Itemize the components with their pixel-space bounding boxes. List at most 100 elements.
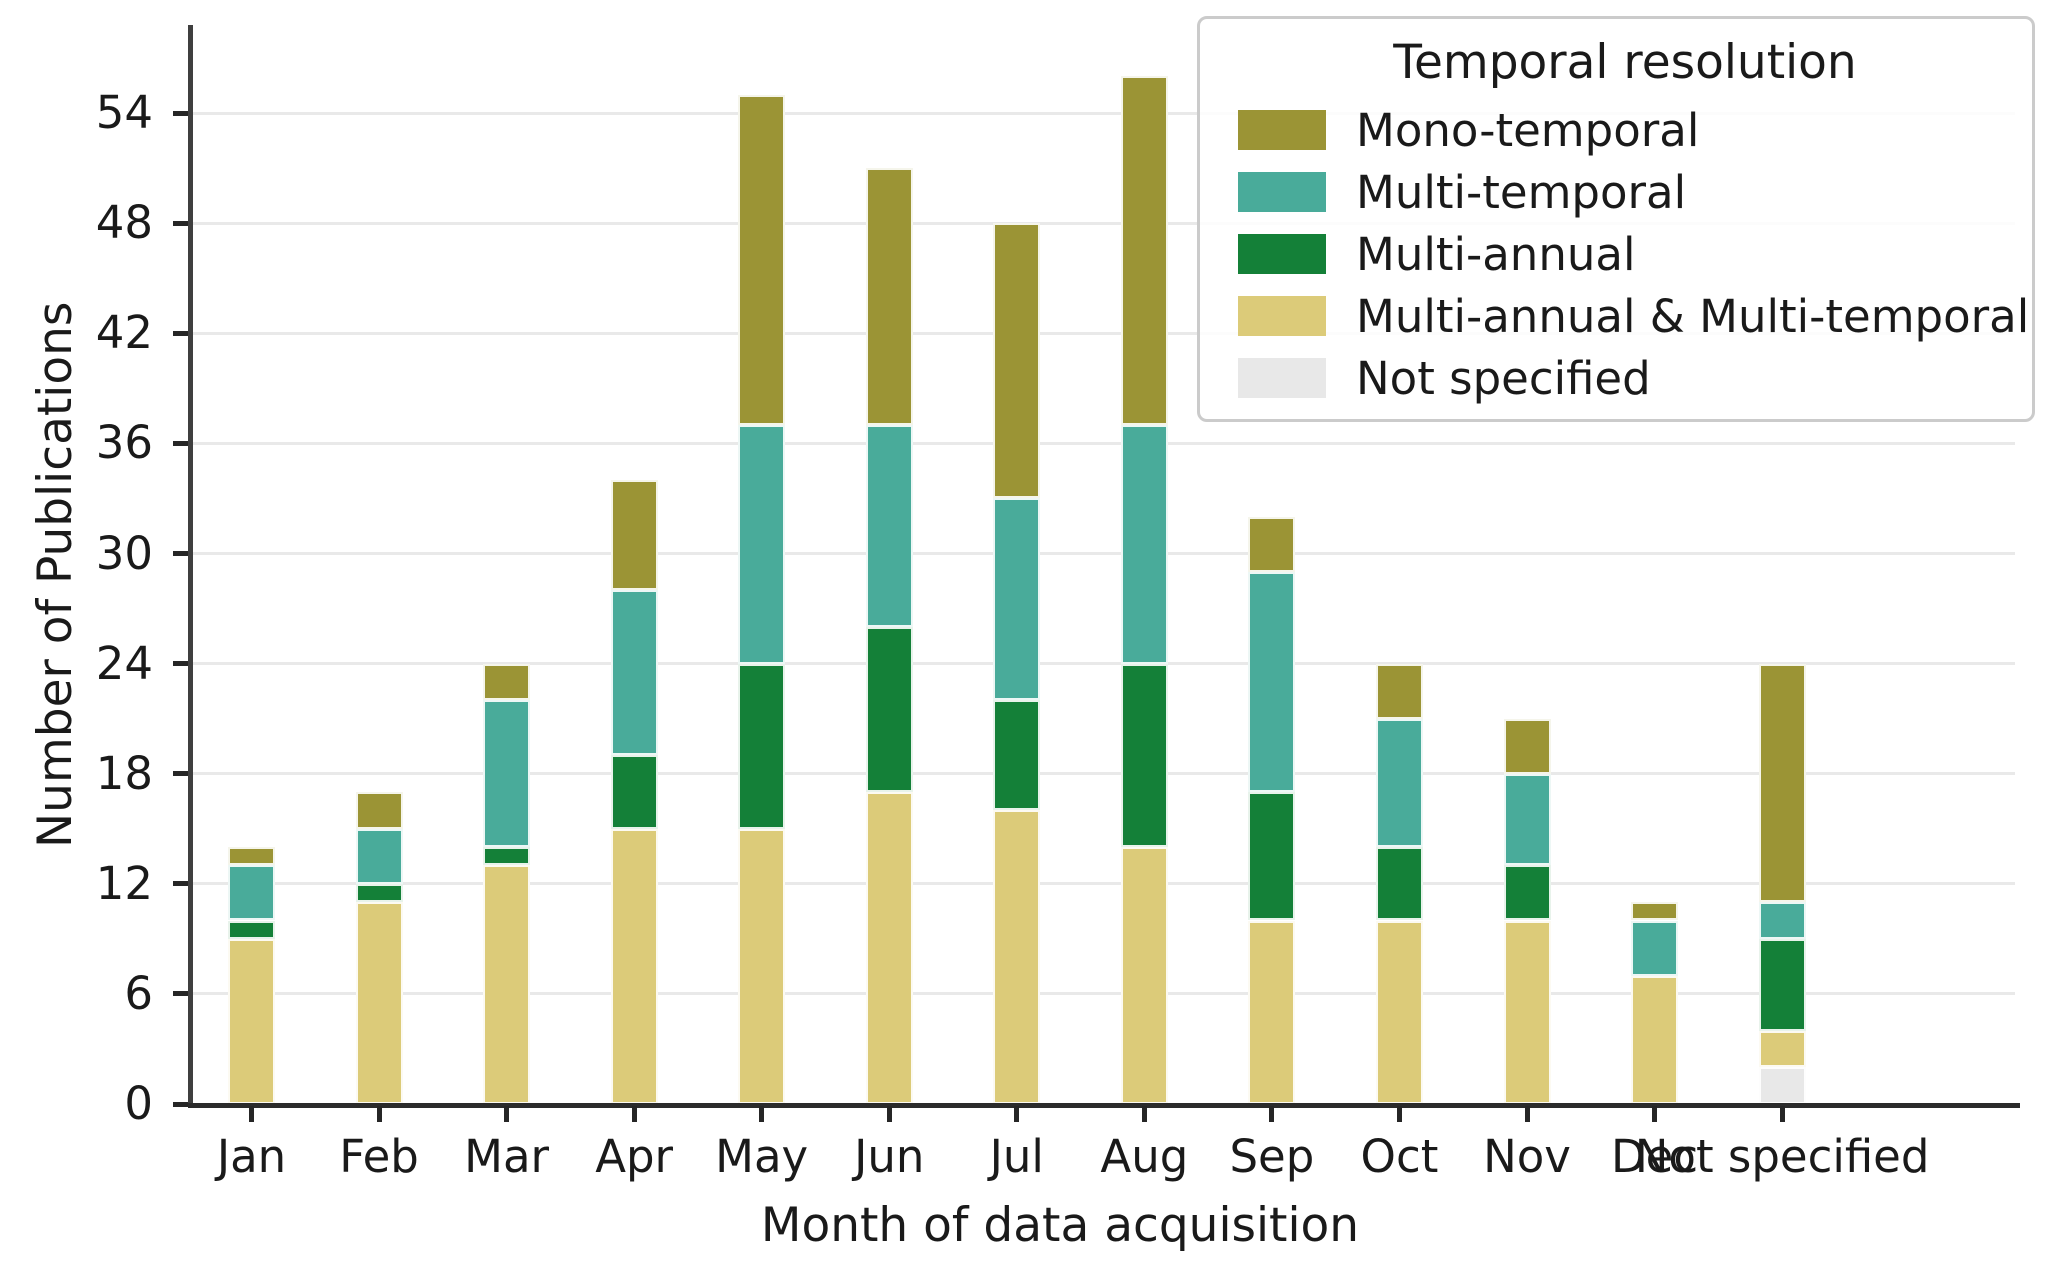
bar-segment-mono-temporal xyxy=(1248,516,1296,572)
y-tick-mark xyxy=(173,881,188,887)
gridline-y-12 xyxy=(190,882,2015,886)
bar-segment-mono-temporal xyxy=(1503,718,1551,774)
bar-segment-multi-temporal xyxy=(1375,718,1423,848)
y-tick-label: 0 xyxy=(124,1077,153,1130)
bar-segment-multi-temporal xyxy=(610,590,658,756)
bar-segment-not-specified xyxy=(1758,1067,1806,1104)
gridline-y-30 xyxy=(190,552,2015,555)
legend-swatch-mono-temporal xyxy=(1238,110,1326,150)
gridline-y-18 xyxy=(190,772,2015,776)
y-tick-label: 6 xyxy=(124,966,153,1020)
bar-segment-multi-annual-multi-temporal xyxy=(1503,920,1551,1104)
x-tick-mark xyxy=(1652,1106,1658,1122)
x-tick-label-may: May xyxy=(715,1130,809,1183)
y-tick-mark xyxy=(173,661,188,667)
x-tick-label-oct: Oct xyxy=(1360,1130,1439,1183)
bar-segment-mono-temporal xyxy=(1631,902,1679,921)
bar-segment-mono-temporal xyxy=(1120,76,1168,426)
x-axis-title: Month of data acquisition xyxy=(760,1198,1360,1253)
y-tick-label: 18 xyxy=(95,746,153,800)
bar-segment-multi-annual xyxy=(1503,865,1551,921)
x-tick-mark xyxy=(1141,1106,1147,1122)
bar-segment-multi-annual-multi-temporal xyxy=(1120,847,1168,1104)
bar-segment-mono-temporal xyxy=(483,663,531,701)
y-tick-label: 30 xyxy=(95,526,153,580)
x-tick-mark xyxy=(504,1106,510,1122)
gridline-y-54 xyxy=(190,111,2015,115)
bar-segment-multi-annual xyxy=(1375,847,1423,921)
x-tick-mark xyxy=(759,1106,765,1122)
legend-row: Mono-temporal xyxy=(1238,99,2012,161)
legend-row: Multi-temporal xyxy=(1238,161,2012,223)
bar-segment-mono-temporal xyxy=(610,480,658,591)
legend-label: Mono-temporal xyxy=(1356,103,1700,157)
legend-label: Multi-annual & Multi-temporal xyxy=(1356,289,2030,343)
bar-segment-multi-temporal xyxy=(738,425,786,664)
x-tick-label-jan: Jan xyxy=(216,1130,287,1183)
bar-segment-mono-temporal xyxy=(993,223,1041,499)
bar-segment-multi-annual-multi-temporal xyxy=(993,810,1041,1104)
y-tick-mark xyxy=(173,330,188,336)
x-axis-spine xyxy=(188,1103,2020,1108)
y-tick-mark xyxy=(173,220,188,226)
x-tick-mark xyxy=(376,1106,382,1122)
x-tick-mark xyxy=(1269,1106,1275,1122)
x-tick-mark xyxy=(886,1106,892,1122)
bar-segment-multi-annual xyxy=(1248,792,1296,921)
legend-label: Multi-annual xyxy=(1356,227,1636,281)
y-tick-label: 12 xyxy=(95,856,153,910)
y-tick-mark xyxy=(173,991,188,997)
x-tick-mark xyxy=(1779,1106,1785,1122)
x-tick-mark xyxy=(1396,1106,1402,1122)
x-tick-label-jun: Jun xyxy=(854,1130,925,1183)
bar-segment-multi-annual-multi-temporal xyxy=(228,938,275,1104)
bar-segment-multi-annual-multi-temporal xyxy=(483,865,531,1104)
legend-row: Multi-annual & Multi-temporal xyxy=(1238,285,2029,347)
x-tick-label-sep: Sep xyxy=(1229,1130,1315,1183)
y-tick-mark xyxy=(173,110,188,116)
y-axis-spine xyxy=(188,25,193,1107)
gridline-y-6 xyxy=(190,992,2015,996)
x-tick-label-not-specified: Not specified xyxy=(1634,1130,1930,1183)
x-tick-label-apr: Apr xyxy=(595,1130,674,1183)
bar-segment-multi-annual xyxy=(355,883,403,903)
gridline-y-42 xyxy=(190,331,2015,335)
legend-label: Not specified xyxy=(1356,351,1651,405)
bar-segment-multi-annual-multi-temporal xyxy=(738,828,786,1104)
bar-segment-multi-annual-multi-temporal xyxy=(610,828,658,1104)
gridline-y-24 xyxy=(190,662,2015,666)
bar-segment-multi-annual-multi-temporal xyxy=(865,792,913,1104)
bar-segment-multi-temporal xyxy=(1758,902,1806,939)
bar-segment-mono-temporal xyxy=(355,792,403,829)
x-tick-label-feb: Feb xyxy=(339,1130,419,1183)
legend-swatch-multi-temporal xyxy=(1238,172,1326,212)
y-tick-label: 48 xyxy=(95,196,153,250)
bar-segment-multi-temporal xyxy=(865,425,913,627)
bar-segment-mono-temporal xyxy=(865,168,913,426)
bar-segment-multi-temporal xyxy=(483,700,531,848)
y-tick-label: 24 xyxy=(95,636,153,690)
x-tick-mark xyxy=(631,1106,637,1122)
gridline-y-36 xyxy=(190,441,2015,445)
bar-segment-multi-annual-multi-temporal xyxy=(355,902,403,1104)
legend-title: Temporal resolution xyxy=(1393,35,1857,90)
bar-segment-multi-annual xyxy=(610,755,658,829)
x-tick-mark xyxy=(249,1106,254,1122)
bar-segment-mono-temporal xyxy=(1375,663,1423,719)
bar-segment-mono-temporal xyxy=(1758,663,1806,903)
bar-segment-multi-temporal xyxy=(1631,920,1679,976)
legend-row: Multi-annual xyxy=(1238,223,2012,285)
legend-swatch-multi-annual-multi-temporal xyxy=(1238,296,1326,336)
bar-segment-multi-annual-multi-temporal xyxy=(1758,1030,1806,1068)
bar-segment-multi-annual-multi-temporal xyxy=(1631,975,1679,1104)
bar-segment-multi-annual xyxy=(228,920,275,939)
y-tick-label: 54 xyxy=(95,86,153,140)
bar-segment-mono-temporal xyxy=(738,94,786,426)
bar-segment-multi-annual-multi-temporal xyxy=(1375,920,1423,1104)
bar-segment-multi-temporal xyxy=(1503,773,1551,866)
bar-segment-multi-temporal xyxy=(355,828,403,884)
y-tick-mark xyxy=(173,1101,188,1107)
x-tick-label-dec: Dec xyxy=(1611,1130,1699,1183)
legend-row: Not specified xyxy=(1238,347,2012,409)
